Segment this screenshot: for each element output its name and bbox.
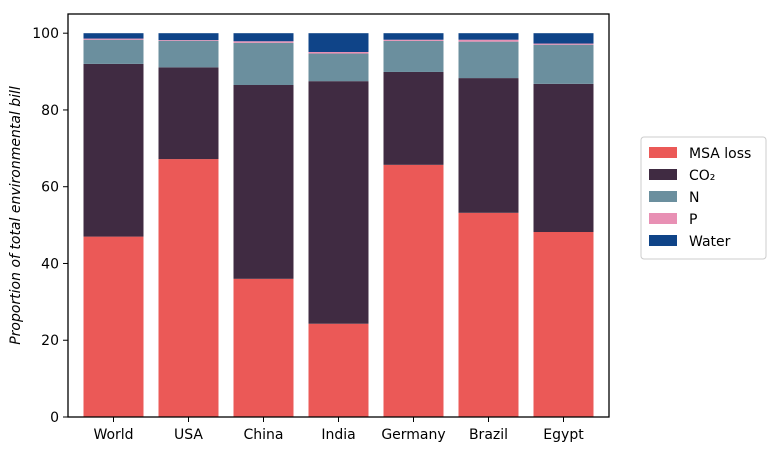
bar-china-p (233, 41, 294, 43)
x-tick-label: Brazil (469, 427, 508, 443)
bar-india-msa-loss (308, 323, 369, 417)
bar-india-co (308, 81, 369, 324)
bar-brazil-water (458, 33, 519, 40)
y-axis-ticks: 0 20 40 60 80 100 (32, 26, 68, 426)
bar-egypt-p (533, 43, 594, 45)
bar-germany-water (383, 33, 444, 40)
bar-brazil-msa-loss (458, 212, 519, 417)
bar-egypt-msa-loss (533, 232, 594, 417)
legend-frame (640, 136, 767, 260)
legend-items: MSA loss CO₂ NP Water (649, 146, 751, 250)
plot-frame (67, 13, 610, 418)
legend-label-co: CO₂ (689, 168, 715, 184)
bar-china-water (233, 33, 294, 42)
bar-china-msa-loss (233, 278, 294, 417)
bar-china-n (233, 42, 294, 86)
y-tick-label: 0 (50, 410, 59, 426)
legend-label-water: Water (689, 234, 731, 250)
bar-group (83, 33, 594, 417)
bar-germany-n (383, 40, 444, 72)
bar-brazil-co (458, 78, 519, 213)
x-tick-label: Germany (381, 427, 445, 443)
bar-usa-p (158, 40, 219, 41)
x-tick-label: USA (174, 427, 203, 443)
bar-world-msa-loss (83, 236, 144, 417)
y-axis-label: Proportion of total environmental bill (8, 86, 24, 345)
bar-india-water (308, 33, 369, 52)
legend-swatch-co (649, 169, 677, 180)
y-tick-label: 60 (41, 180, 59, 196)
bar-world-n (83, 39, 144, 64)
legend-swatch-n (649, 191, 677, 202)
y-tick-label: 100 (32, 26, 59, 42)
legend-label-msa-loss: MSA loss (689, 146, 751, 162)
bar-world-co (83, 63, 144, 237)
bar-egypt-water (533, 33, 594, 44)
bar-germany-p (383, 39, 444, 41)
legend-swatch-water (649, 235, 677, 246)
bar-usa-n (158, 40, 219, 68)
bar-egypt-co (533, 83, 594, 233)
bar-india-n (308, 53, 369, 82)
y-tick-label: 20 (41, 333, 59, 349)
y-tick-label: 40 (41, 256, 59, 272)
x-tick-label: India (321, 427, 355, 443)
bar-usa-co (158, 67, 219, 160)
y-tick-label: 80 (41, 103, 59, 119)
bar-usa-msa-loss (158, 159, 219, 417)
x-tick-label: China (244, 427, 284, 443)
bar-world-p (83, 38, 144, 40)
bar-china-co (233, 85, 294, 279)
legend-swatch-msa-loss (649, 147, 677, 158)
bar-germany-co (383, 71, 444, 165)
legend-label-p: P (689, 212, 697, 228)
legend: MSA loss CO₂ NP Water (640, 136, 767, 260)
x-axis-ticks: World USA China India Germany Brazil Egypt (93, 417, 584, 443)
bar-world-water (83, 33, 144, 39)
x-tick-label: World (93, 427, 133, 443)
bar-brazil-p (458, 39, 519, 42)
bar-germany-msa-loss (383, 164, 444, 417)
x-tick-label: Egypt (543, 427, 584, 443)
legend-label-n: N (689, 190, 699, 206)
bar-egypt-n (533, 44, 594, 84)
bar-india-p (308, 51, 369, 54)
legend-swatch-p (649, 213, 677, 224)
bar-brazil-n (458, 41, 519, 79)
bar-usa-water (158, 33, 219, 41)
